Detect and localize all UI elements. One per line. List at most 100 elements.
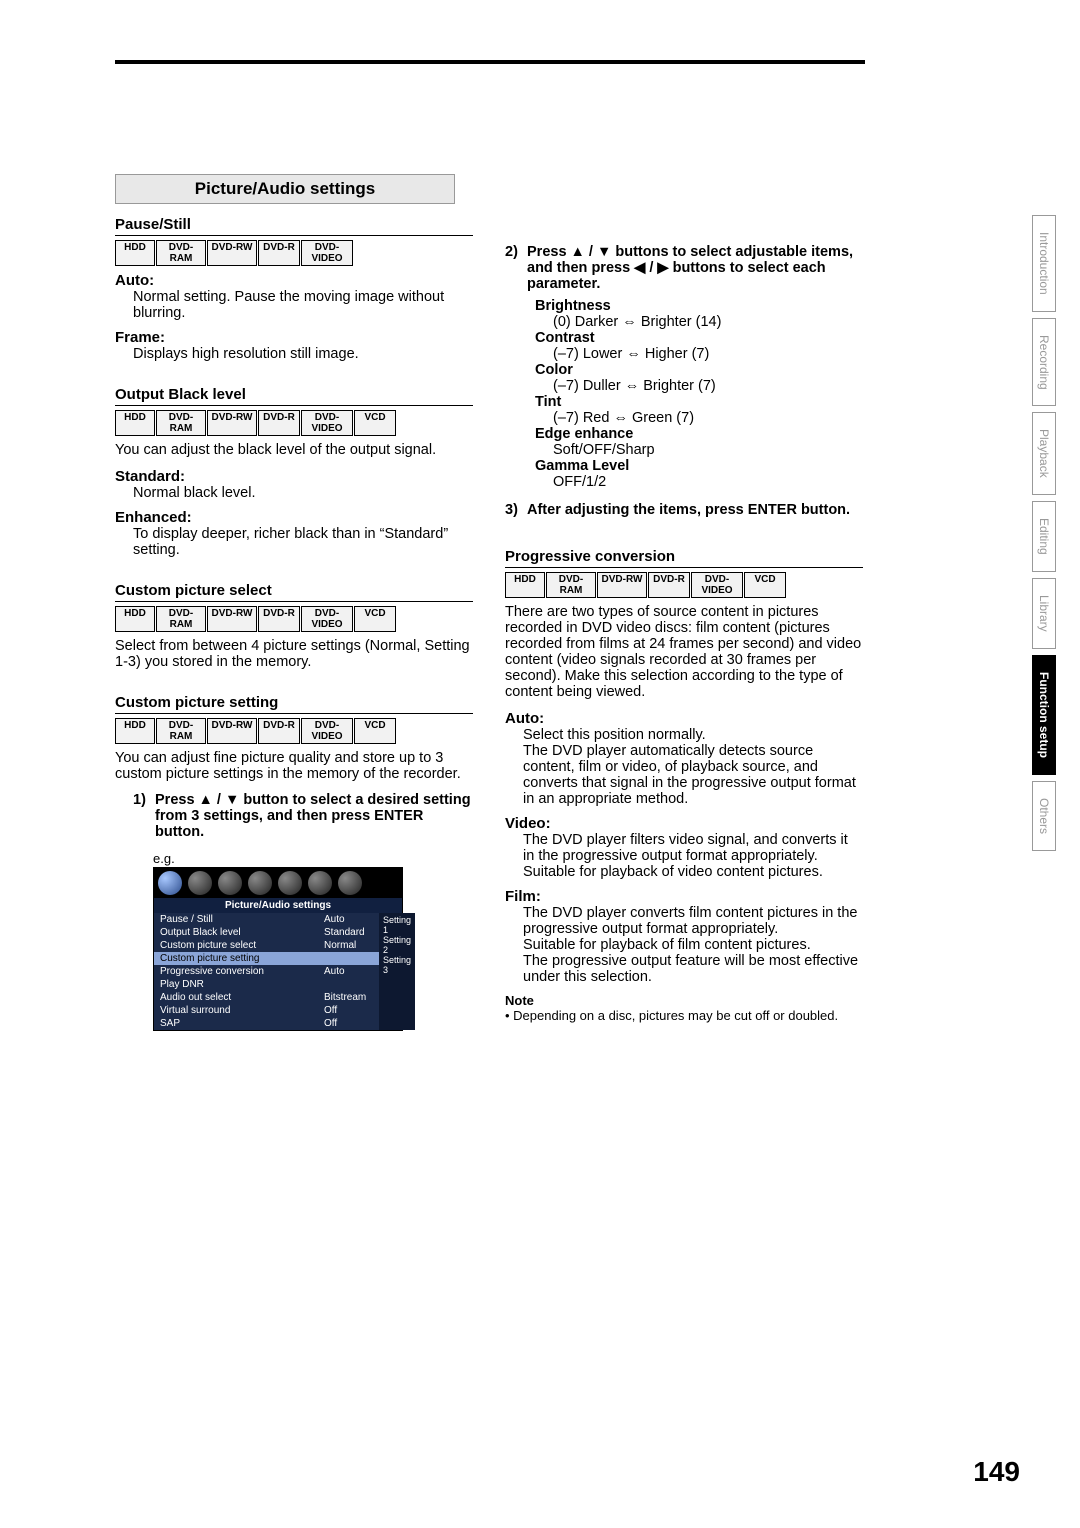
- prog-auto-text: Select this position normally. The DVD p…: [523, 727, 863, 807]
- side-tab[interactable]: Recording: [1032, 318, 1056, 407]
- media-ram: DVD-RAM: [156, 606, 206, 632]
- media-ram: DVD-RAM: [546, 572, 596, 598]
- side-tab[interactable]: Editing: [1032, 501, 1056, 572]
- brightness-label: Brightness: [535, 298, 863, 314]
- media-hdd: HDD: [115, 410, 155, 436]
- media-rw: DVD-RW: [207, 240, 257, 266]
- eg-label: e.g.: [153, 851, 175, 866]
- color-val: (–7) Duller ⇔ Brighter (7): [553, 378, 863, 394]
- black-level-intro: You can adjust the black level of the ou…: [115, 442, 473, 458]
- media-video: DVD-VIDEO: [301, 718, 353, 744]
- enh-label: Enhanced:: [115, 509, 473, 526]
- media-row: HDD DVD-RAM DVD-RW DVD-R DVD-VIDEO VCD: [505, 572, 863, 598]
- prog-film-label: Film:: [505, 888, 863, 905]
- step3-text: After adjusting the items, press ENTER b…: [527, 502, 863, 518]
- media-rw: DVD-RW: [207, 606, 257, 632]
- tint-val: (–7) Red ⇔ Green (7): [553, 410, 863, 426]
- prog-intro: There are two types of source content in…: [505, 604, 863, 700]
- eg-icon: [278, 871, 302, 895]
- media-r: DVD-R: [258, 718, 300, 744]
- media-ram: DVD-RAM: [156, 718, 206, 744]
- step2-num: 2): [505, 244, 527, 292]
- media-vcd: VCD: [354, 410, 396, 436]
- media-r: DVD-R: [648, 572, 690, 598]
- eg-right-col: Setting 1Setting 2Setting 3: [379, 913, 415, 1030]
- media-rw: DVD-RW: [207, 718, 257, 744]
- step-1: 1) Press ▲ / ▼ button to select a desire…: [133, 792, 473, 840]
- media-rw: DVD-RW: [597, 572, 647, 598]
- eg-icon-row: [154, 868, 402, 898]
- media-row: HDD DVD-RAM DVD-RW DVD-R DVD-VIDEO VCD: [115, 606, 473, 632]
- pause-still-title: Pause/Still: [115, 216, 473, 236]
- pause-still-block: Pause/Still HDD DVD-RAM DVD-RW DVD-R DVD…: [115, 216, 473, 362]
- edge-label: Edge enhance: [535, 426, 863, 442]
- side-tabs: Introduction Recording Playback Editing Libr…: [1032, 215, 1062, 857]
- media-video: DVD-VIDEO: [301, 240, 353, 266]
- media-ram: DVD-RAM: [156, 410, 206, 436]
- top-rule: [115, 60, 865, 64]
- step1-num: 1): [133, 792, 155, 840]
- media-row: HDD DVD-RAM DVD-RW DVD-R DVD-VIDEO VCD: [115, 718, 473, 744]
- media-ram: DVD-RAM: [156, 240, 206, 266]
- media-vcd: VCD: [354, 606, 396, 632]
- media-r: DVD-R: [258, 410, 300, 436]
- media-video: DVD-VIDEO: [301, 606, 353, 632]
- frame-label: Frame:: [115, 329, 473, 346]
- media-r: DVD-R: [258, 606, 300, 632]
- media-row: HDD DVD-RAM DVD-RW DVD-R DVD-VIDEO: [115, 240, 473, 266]
- cpset-block: Custom picture setting HDD DVD-RAM DVD-R…: [115, 694, 473, 1031]
- media-hdd: HDD: [115, 718, 155, 744]
- black-level-title: Output Black level: [115, 386, 473, 406]
- prog-video-label: Video:: [505, 815, 863, 832]
- side-tab[interactable]: Function setup: [1032, 655, 1056, 775]
- media-video: DVD-VIDEO: [301, 410, 353, 436]
- eg-icon: [218, 871, 242, 895]
- eg-main: Pause / StillAutoOutput Black levelStand…: [154, 913, 402, 1030]
- step2-text: Press ▲ / ▼ buttons to select adjustable…: [527, 244, 863, 292]
- std-label: Standard:: [115, 468, 473, 485]
- edge-val: Soft/OFF/Sharp: [553, 442, 863, 458]
- note-text: • Depending on a disc, pictures may be c…: [505, 1008, 863, 1023]
- media-vcd: VCD: [744, 572, 786, 598]
- page-number: 149: [973, 1456, 1020, 1488]
- eg-setting-option: Setting 2: [383, 935, 411, 955]
- right-column: 2) Press ▲ / ▼ buttons to select adjusta…: [505, 174, 863, 1055]
- std-text: Normal black level.: [133, 485, 473, 501]
- eg-row: Output Black levelStandard: [154, 926, 379, 939]
- eg-row: Virtual surroundOff: [154, 1004, 379, 1017]
- section-title: Picture/Audio settings: [115, 174, 455, 204]
- eg-setting-option: Setting 1: [383, 915, 411, 935]
- media-video: DVD-VIDEO: [691, 572, 743, 598]
- media-vcd: VCD: [354, 718, 396, 744]
- left-column: Picture/Audio settings Pause/Still HDD D…: [115, 174, 473, 1055]
- black-level-block: Output Black level HDD DVD-RAM DVD-RW DV…: [115, 386, 473, 558]
- side-tab[interactable]: Introduction: [1032, 215, 1056, 312]
- cps-text: Select from between 4 picture settings (…: [115, 638, 473, 670]
- prog-video-text: The DVD player filters video signal, and…: [523, 832, 863, 880]
- auto-text: Normal setting. Pause the moving image w…: [133, 289, 473, 321]
- tint-label: Tint: [535, 394, 863, 410]
- side-tab[interactable]: Others: [1032, 781, 1056, 851]
- cps-title: Custom picture select: [115, 582, 473, 602]
- eg-row: Play DNR: [154, 978, 379, 991]
- eg-icon: [188, 871, 212, 895]
- cps-block: Custom picture select HDD DVD-RAM DVD-RW…: [115, 582, 473, 670]
- auto-label: Auto:: [115, 272, 473, 289]
- example-wrap: e.g. Picture/Audio settings: [153, 850, 473, 1031]
- step3-num: 3): [505, 502, 527, 518]
- media-hdd: HDD: [115, 240, 155, 266]
- eg-row: Progressive conversionAuto: [154, 965, 379, 978]
- eg-icon: [158, 871, 182, 895]
- frame-text: Displays high resolution still image.: [133, 346, 473, 362]
- eg-row: Custom picture setting: [154, 952, 379, 965]
- cpset-intro: You can adjust fine picture quality and …: [115, 750, 473, 782]
- prog-block: Progressive conversion HDD DVD-RAM DVD-R…: [505, 548, 863, 1023]
- gamma-label: Gamma Level: [535, 458, 863, 474]
- eg-row: SAPOff: [154, 1017, 379, 1030]
- side-tab[interactable]: Library: [1032, 578, 1056, 649]
- side-tab[interactable]: Playback: [1032, 412, 1056, 495]
- step-2: 2) Press ▲ / ▼ buttons to select adjusta…: [505, 244, 863, 292]
- media-hdd: HDD: [115, 606, 155, 632]
- eg-rows: Pause / StillAutoOutput Black levelStand…: [154, 913, 379, 1030]
- example-screenshot: Picture/Audio settings Pause / StillAuto…: [153, 867, 403, 1031]
